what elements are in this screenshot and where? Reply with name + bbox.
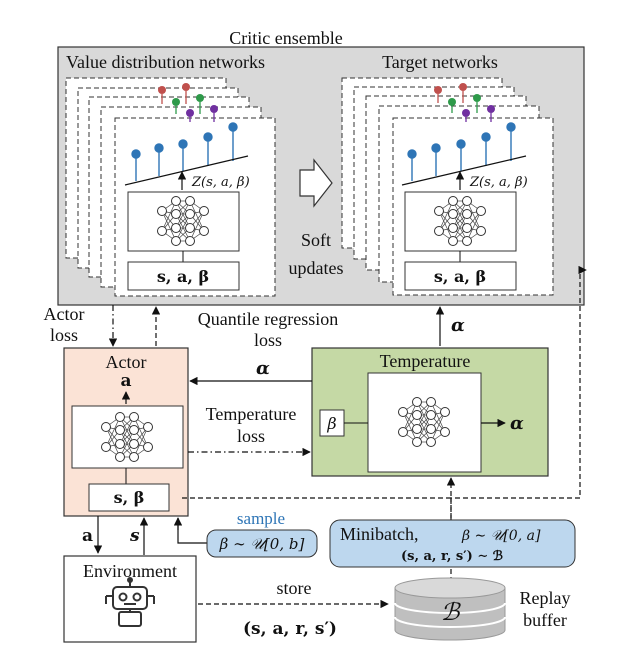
action-down-label: a xyxy=(82,526,93,546)
database-icon xyxy=(394,577,506,641)
environment-box xyxy=(63,555,197,643)
actor-block: Actor a s, β xyxy=(63,347,189,517)
sample-box xyxy=(206,529,318,558)
critic-ensemble: Critic ensemble Value distribution netwo… xyxy=(57,28,585,306)
value-networks-label: Value distribution networks xyxy=(66,52,265,72)
store-label: store xyxy=(277,578,312,598)
temperature-block: Temperature β α xyxy=(311,347,549,477)
sample-label: sample xyxy=(237,509,285,528)
target-distribution-plot xyxy=(407,122,516,181)
replay-buffer-block: ℬ Replay buffer xyxy=(394,577,571,641)
value-network-stack: Z(s, a, β) s, a, β xyxy=(65,77,276,297)
store-tuple: (s, a, r, s′) xyxy=(243,619,337,639)
environment-block: Environment xyxy=(63,555,197,643)
value-input-label: s, a, β xyxy=(157,267,209,286)
minibatch-formula: β ∼ 𝒰[0, a] xyxy=(461,528,541,544)
target-back-dots xyxy=(434,83,495,122)
actor-loss-line2: loss xyxy=(50,325,78,345)
target-network-stack: Z(s, a, β) s, a, β xyxy=(341,77,554,296)
minibatch-label: Minibatch, xyxy=(340,524,419,544)
replay-symbol: ℬ xyxy=(441,598,462,626)
temperature-loss-line1: Temperature xyxy=(206,404,297,424)
value-distribution-plot xyxy=(131,122,238,181)
target-networks-label: Target networks xyxy=(382,52,498,72)
minibatch-tuple: (s, a, r, s′) ∼ ℬ xyxy=(401,549,503,564)
sample-block: sample β ∼ 𝒰[0, b] xyxy=(206,509,318,558)
value-z-label: Z(s, a, β) xyxy=(191,175,250,190)
alpha-left-label: α xyxy=(256,358,270,379)
minibatch-block: Minibatch, β ∼ 𝒰[0, a] (s, a, r, s′) ∼ ℬ xyxy=(329,519,576,568)
temperature-title: Temperature xyxy=(380,351,471,371)
replay-label-line1: Replay xyxy=(520,588,571,608)
soft-updates-line2: updates xyxy=(289,258,344,278)
target-z-label: Z(s, a, β) xyxy=(469,175,528,190)
soft-updates-line1: Soft xyxy=(301,230,331,250)
connections xyxy=(93,265,587,609)
actor-input-box xyxy=(88,483,170,512)
actor-input-label: s, β xyxy=(114,488,145,507)
temperature-output: α xyxy=(510,413,524,434)
quantile-loss-line2: loss xyxy=(254,330,282,350)
temperature-beta: β xyxy=(326,414,336,433)
actor-nn-box xyxy=(71,405,184,469)
value-input-box xyxy=(127,261,240,291)
actor-loss-line1: Actor xyxy=(44,304,85,324)
minibatch-box xyxy=(329,519,576,568)
temperature-loss-line2: loss xyxy=(237,426,265,446)
back-stack-dots xyxy=(158,83,218,122)
sample-formula: β ∼ 𝒰[0, b] xyxy=(219,535,305,553)
alpha-up-label: α xyxy=(451,315,465,336)
environment-label: Environment xyxy=(83,561,177,581)
robot-icon xyxy=(105,577,155,627)
critic-title: Critic ensemble xyxy=(229,28,342,48)
replay-label-line2: buffer xyxy=(523,610,567,630)
actor-output: a xyxy=(120,371,131,391)
target-input-label: s, a, β xyxy=(434,267,486,286)
target-input-box xyxy=(404,261,517,291)
soft-updates-arrow-icon xyxy=(299,158,333,208)
quantile-loss-line1: Quantile regression xyxy=(198,309,338,329)
state-up-label: s xyxy=(129,526,140,546)
actor-title: Actor xyxy=(106,352,147,372)
